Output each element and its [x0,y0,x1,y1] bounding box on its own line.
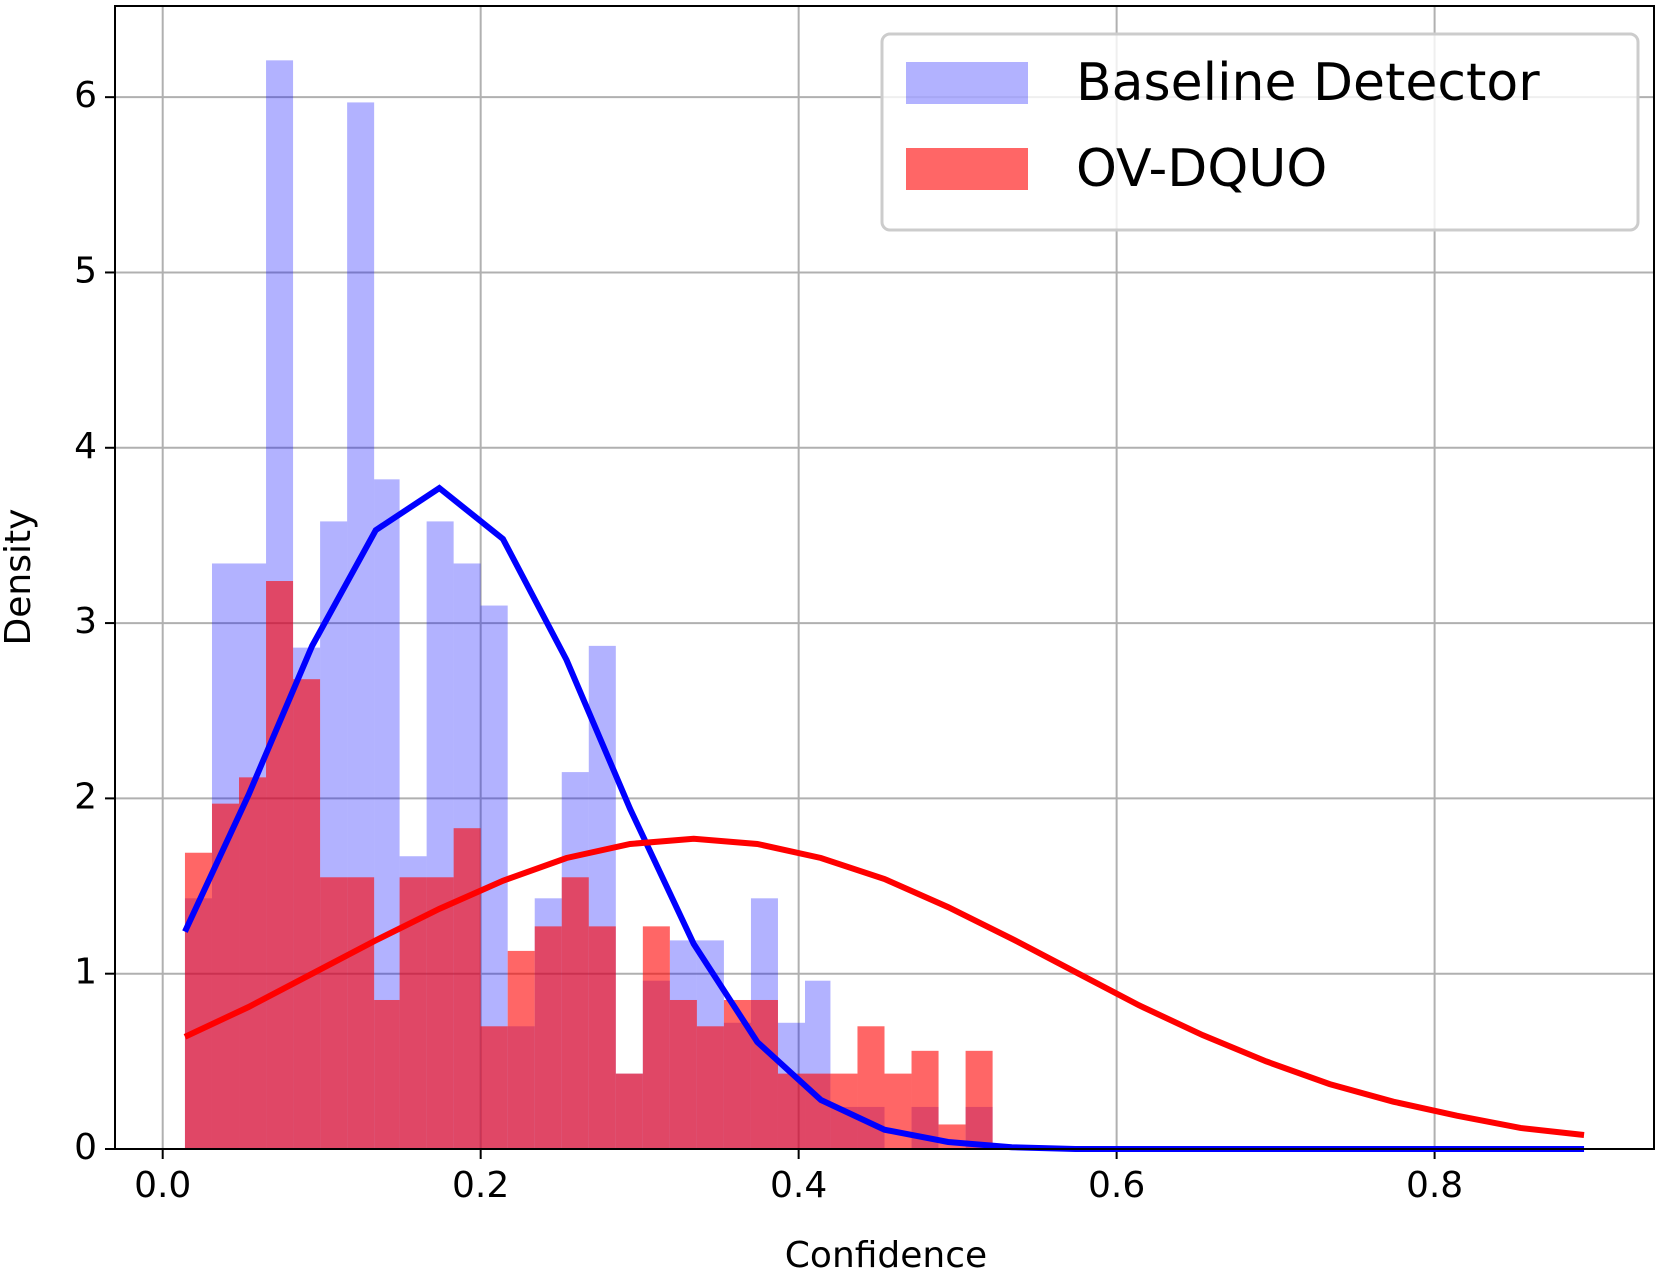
bar [669,999,697,1149]
bar [374,999,400,1149]
bar [507,950,535,1149]
bar [588,926,616,1149]
legend: Baseline Detector OV-DQUO [880,32,1640,232]
legend-label: OV-DQUO [1076,139,1327,199]
y-tick-label: 2 [74,776,97,817]
bar [211,803,240,1149]
bar [965,1050,993,1149]
bar [696,1026,724,1149]
bar [884,1073,912,1149]
bar [480,1026,508,1149]
bar [293,679,321,1149]
y-tick-label: 5 [74,250,97,291]
legend-swatch [906,148,1028,190]
x-tick-label: 0.2 [452,1165,509,1206]
bar [534,926,562,1149]
y-tick-label: 0 [74,1127,97,1168]
bar [266,581,294,1149]
bar [777,1073,806,1149]
fit-curve [183,835,1585,1138]
x-tick-label: 0.8 [1406,1165,1463,1206]
bar [750,999,778,1149]
x-axis-label: Confidence [785,1235,987,1275]
plot-frame [114,5,1655,1150]
bar [426,877,454,1149]
legend-swatch [906,62,1028,104]
y-tick-label: 3 [74,601,97,642]
y-tick-label: 1 [74,952,97,993]
bar [615,1073,643,1149]
legend-frame [880,32,1640,232]
x-tick-label: 0.4 [770,1165,827,1206]
x-tick-label: 0.0 [134,1165,191,1206]
bar [911,1050,939,1149]
bar [453,828,481,1149]
bar [239,777,267,1149]
bar [347,877,375,1149]
bar [642,926,670,1149]
bar [320,877,348,1149]
x-tick-label: 0.6 [1088,1165,1145,1206]
y-tick-label: 6 [74,75,97,116]
y-tick-label: 4 [74,426,97,467]
bar [561,877,589,1149]
legend-label: Baseline Detector [1076,53,1540,113]
y-axis-label: Density [0,509,39,646]
